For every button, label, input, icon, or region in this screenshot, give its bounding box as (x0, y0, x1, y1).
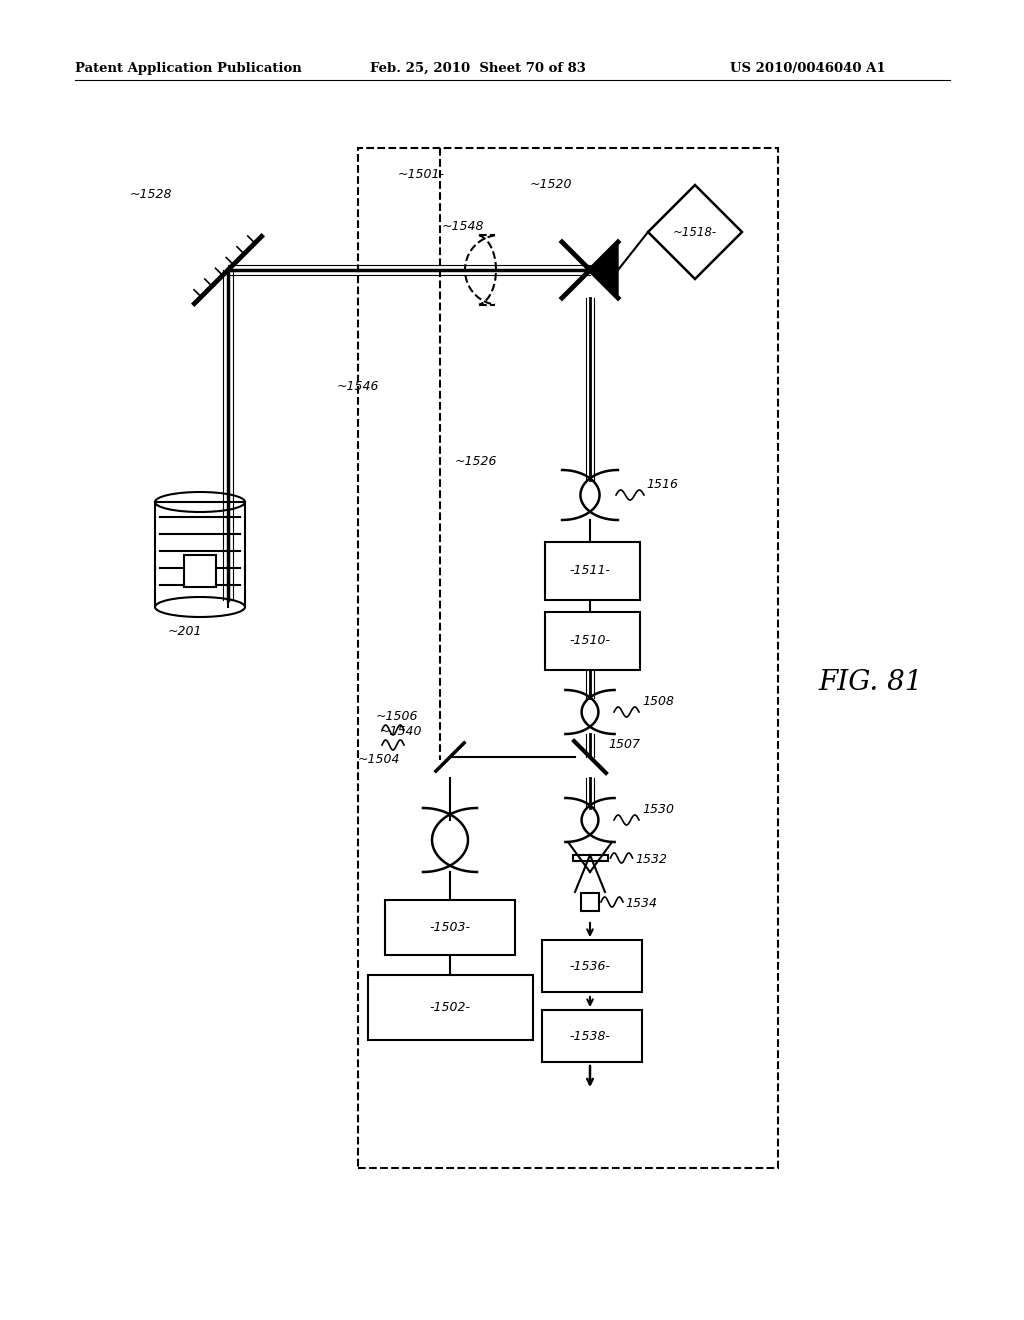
Bar (155, 502, 245, 607)
Text: FIG. 81: FIG. 81 (818, 669, 923, 696)
Text: -1511-: -1511- (569, 565, 610, 578)
Text: ~1520: ~1520 (530, 178, 572, 191)
Bar (368, 975, 534, 1040)
Text: Feb. 25, 2010  Sheet 70 of 83: Feb. 25, 2010 Sheet 70 of 83 (370, 62, 586, 75)
Text: ~1546: ~1546 (337, 380, 380, 393)
Text: ~1501-: ~1501- (398, 168, 445, 181)
Polygon shape (590, 242, 618, 298)
Text: ~201: ~201 (168, 624, 203, 638)
Bar (184, 554, 216, 587)
Bar (358, 148, 778, 1168)
Text: US 2010/0046040 A1: US 2010/0046040 A1 (730, 62, 886, 75)
Ellipse shape (155, 597, 245, 616)
Text: 1508: 1508 (642, 696, 674, 708)
Bar (581, 894, 599, 911)
Bar (545, 543, 640, 601)
Bar (542, 1010, 642, 1063)
Text: ~1540: ~1540 (380, 725, 423, 738)
Text: 1507: 1507 (608, 738, 640, 751)
Text: -1538-: -1538- (569, 1030, 610, 1043)
Text: 1532: 1532 (636, 853, 668, 866)
Text: ~1518-: ~1518- (673, 226, 717, 239)
Text: ~1526: ~1526 (455, 455, 498, 469)
Bar (545, 612, 640, 671)
Text: -1502-: -1502- (429, 1001, 470, 1014)
Bar (542, 940, 642, 993)
Bar (572, 855, 607, 861)
Text: ~1506: ~1506 (376, 710, 419, 723)
Text: ~1548: ~1548 (442, 220, 484, 234)
Text: -1510-: -1510- (569, 635, 610, 648)
Text: ~1528: ~1528 (130, 187, 172, 201)
Text: -1503-: -1503- (429, 921, 470, 935)
Bar (385, 900, 515, 954)
Text: Patent Application Publication: Patent Application Publication (75, 62, 302, 75)
Text: ~1504: ~1504 (358, 752, 400, 766)
Text: 1530: 1530 (642, 803, 674, 816)
Text: -1536-: -1536- (569, 960, 610, 973)
Text: 1534: 1534 (625, 898, 657, 909)
Text: 1516: 1516 (646, 478, 678, 491)
